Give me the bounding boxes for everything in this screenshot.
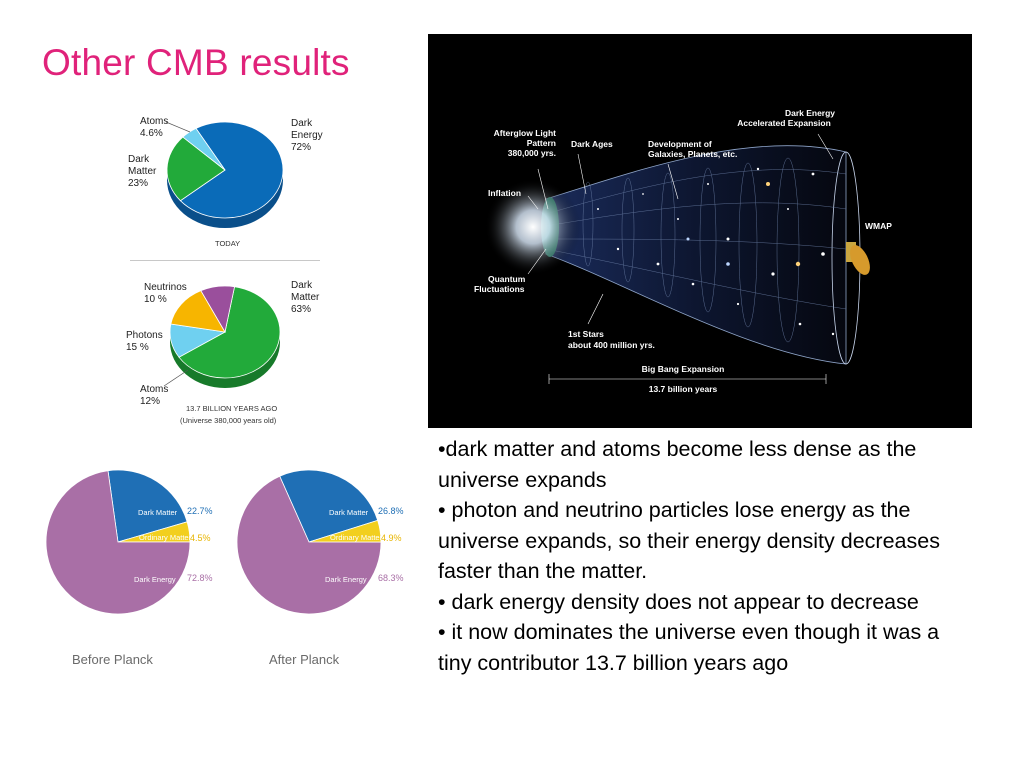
wmap-label: WMAP bbox=[865, 221, 892, 231]
early-dark-matter-label-2: Matter bbox=[291, 292, 320, 303]
dark-energy-label-2: Accelerated Expansion bbox=[737, 118, 831, 128]
early-atoms-label: Atoms bbox=[140, 384, 168, 395]
after-dark-energy-inner-label: Dark Energy bbox=[325, 575, 367, 584]
today-dark-energy-label-2: Energy bbox=[291, 130, 323, 141]
first-stars-label-2: about 400 million yrs. bbox=[568, 340, 655, 350]
today-dark-matter-label-2: Matter bbox=[128, 166, 157, 177]
afterglow-label-1: Afterglow Light bbox=[494, 128, 556, 138]
afterglow-label-3: 380,000 yrs. bbox=[508, 148, 556, 158]
pie-slice-dark-energy bbox=[45, 470, 191, 615]
today-dark-matter-value: 23% bbox=[128, 178, 148, 189]
early-dark-matter-label-1: Dark bbox=[291, 280, 313, 291]
slide-title: Other CMB results bbox=[42, 42, 350, 83]
early-photons-value: 15 % bbox=[126, 342, 149, 353]
before-dark-matter-inner-label: Dark Matter bbox=[138, 508, 178, 517]
quantum-label-1: Quantum bbox=[488, 274, 526, 284]
bullet-item: • it now dominates the universe even tho… bbox=[438, 620, 940, 675]
explanation-bullet-list: •dark matter and atoms become less dense… bbox=[438, 434, 978, 678]
today-dark-energy-label-1: Dark bbox=[291, 118, 313, 129]
early-dark-matter-value: 63% bbox=[291, 304, 311, 315]
bullet-item: •dark matter and atoms become less dense… bbox=[438, 437, 917, 492]
development-label-2: Galaxies, Planets, etc. bbox=[648, 149, 737, 159]
after-planck-pie-chart: Dark Matter Ordinary Matter Dark Energy … bbox=[236, 469, 404, 667]
afterglow-label-2: Pattern bbox=[527, 138, 556, 148]
after-dark-energy-value: 68.3% bbox=[378, 573, 404, 583]
today-dark-matter-label-1: Dark bbox=[128, 154, 150, 165]
pie-slice-atoms bbox=[182, 127, 226, 171]
before-planck-pie-chart: Dark Matter Ordinary Matter Dark Energy … bbox=[45, 469, 213, 667]
after-dark-matter-inner-label: Dark Matter bbox=[329, 508, 369, 517]
universe-timeline-illustration: Afterglow Light Pattern 380,000 yrs. Dar… bbox=[428, 34, 972, 428]
wmap-satellite bbox=[846, 242, 870, 275]
dark-ages-label: Dark Ages bbox=[571, 139, 613, 149]
pie-slice-dark-matter bbox=[279, 469, 379, 543]
before-planck-caption: Before Planck bbox=[72, 652, 153, 667]
after-planck-caption: After Planck bbox=[269, 652, 340, 667]
early-photons-label: Photons bbox=[126, 330, 163, 341]
early-caption-2: (Universe 380,000 years old) bbox=[180, 416, 277, 425]
before-ordinary-matter-value: 4.5% bbox=[190, 533, 211, 543]
bullet-item: • photon and neutrino particles lose ene… bbox=[438, 498, 940, 583]
before-dark-energy-value: 72.8% bbox=[187, 573, 213, 583]
pie-slice-photons bbox=[170, 290, 226, 333]
today-atoms-value: 4.6% bbox=[140, 128, 163, 139]
early-caption-1: 13.7 BILLION YEARS AGO bbox=[186, 404, 277, 413]
bullet-item: • dark energy density does not appear to… bbox=[438, 589, 919, 614]
big-bang-glow bbox=[485, 179, 581, 275]
after-ordinary-matter-value: 4.9% bbox=[381, 533, 402, 543]
development-label-1: Development of bbox=[648, 139, 712, 149]
before-dark-energy-inner-label: Dark Energy bbox=[134, 575, 176, 584]
after-ordinary-matter-inner-label: Ordinary Matter bbox=[330, 533, 383, 542]
pie-slice-dark-energy bbox=[179, 121, 284, 219]
early-universe-pie-chart: Neutrinos 10 % Photons 15 % Atoms 12% Da… bbox=[126, 280, 320, 425]
early-atoms-value: 12% bbox=[140, 396, 160, 407]
today-atoms-label: Atoms bbox=[140, 116, 168, 127]
before-dark-matter-value: 22.7% bbox=[187, 506, 213, 516]
early-neutrinos-value: 10 % bbox=[144, 294, 167, 305]
pie-slice-neutrinos bbox=[200, 285, 236, 334]
first-stars-label-1: 1st Stars bbox=[568, 329, 604, 339]
before-ordinary-matter-inner-label: Ordinary Matter bbox=[139, 533, 192, 542]
today-caption: TODAY bbox=[215, 239, 240, 248]
big-bang-label: Big Bang Expansion bbox=[642, 364, 725, 374]
pie-slice-dark-matter bbox=[178, 286, 281, 379]
pie-slice-dark-matter bbox=[166, 136, 226, 202]
inflation-label: Inflation bbox=[488, 188, 521, 198]
quantum-label-2: Fluctuations bbox=[474, 284, 525, 294]
pie-slice-dark-matter bbox=[107, 469, 188, 543]
after-dark-matter-value: 26.8% bbox=[378, 506, 404, 516]
age-label: 13.7 billion years bbox=[649, 384, 718, 394]
today-dark-energy-value: 72% bbox=[291, 142, 311, 153]
chart-divider bbox=[130, 260, 320, 261]
dark-energy-label-1: Dark Energy bbox=[785, 108, 835, 118]
pie-slice-dark-energy bbox=[236, 475, 382, 615]
early-neutrinos-label: Neutrinos bbox=[144, 282, 187, 293]
today-pie-chart: Atoms 4.6% Dark Matter 23% Dark Energy 7… bbox=[128, 116, 323, 248]
